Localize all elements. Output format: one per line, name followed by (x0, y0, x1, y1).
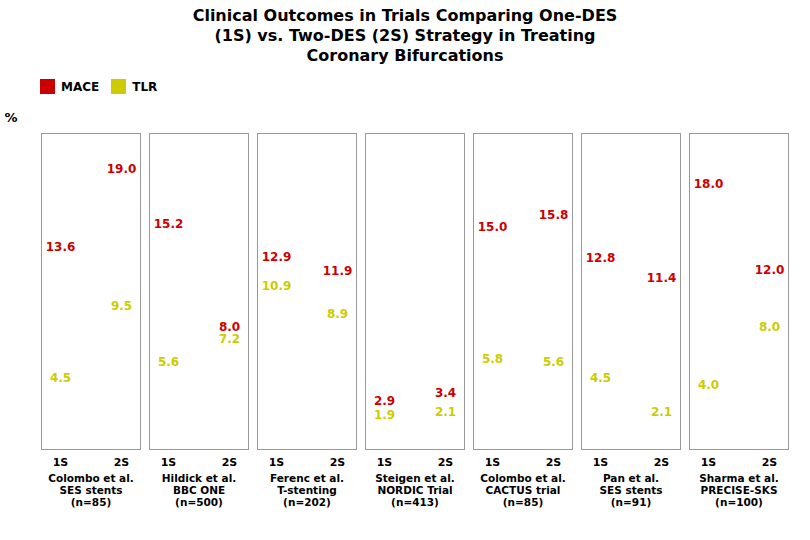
html-text:Coronary Bifurcations: Coronary Bifurcations (306, 46, 504, 65)
svg-text:12.8: 12.8 (586, 251, 616, 265)
svg-text:Pan et al.SES stents(n=91): Pan et al.SES stents(n=91) (599, 472, 662, 508)
svg-text:19.0: 19.0 (107, 162, 137, 176)
svg-text:Colombo et al.CACTUS trial(n=8: Colombo et al.CACTUS trial(n=85) (480, 472, 566, 508)
svg-text:2.9: 2.9 (374, 394, 395, 408)
svg-text:2S: 2S (762, 456, 778, 469)
svg-text:2S: 2S (654, 456, 670, 469)
svg-text:2S: 2S (330, 456, 346, 469)
html-text:Clinical Outcomes in Trials Co: Clinical Outcomes in Trials Comparing On… (192, 6, 618, 25)
svg-text:8.0: 8.0 (759, 320, 780, 334)
svg-text:9.5: 9.5 (111, 299, 132, 313)
svg-text:13.6: 13.6 (46, 240, 76, 254)
svg-text:2.1: 2.1 (651, 405, 672, 419)
svg-text:1S: 1S (269, 456, 285, 469)
svg-text:1S: 1S (161, 456, 177, 469)
svg-text:12.9: 12.9 (262, 250, 292, 264)
svg-text:2.1: 2.1 (435, 405, 456, 419)
svg-text:Ferenc et al.T-stenting(n=202): Ferenc et al.T-stenting(n=202) (270, 472, 344, 508)
svg-text:5.6: 5.6 (158, 355, 179, 369)
svg-text:%: % (5, 110, 18, 125)
svg-text:1S: 1S (701, 456, 717, 469)
svg-text:15.2: 15.2 (154, 217, 184, 231)
svg-text:12.0: 12.0 (755, 263, 785, 277)
svg-text:1S: 1S (377, 456, 393, 469)
svg-text:1S: 1S (53, 456, 69, 469)
svg-text:4.5: 4.5 (50, 371, 71, 385)
svg-text:8.0: 8.0 (218, 320, 241, 335)
svg-text:7.2: 7.2 (219, 332, 240, 346)
svg-text:11.9: 11.9 (323, 264, 353, 278)
svg-text:2S: 2S (546, 456, 562, 469)
svg-text:Hildick et al.BBC ONE(n=500): Hildick et al.BBC ONE(n=500) (162, 472, 236, 508)
svg-text:15.0: 15.0 (478, 220, 508, 234)
html-text:TLR: TLR (132, 79, 158, 94)
svg-text:4.5: 4.5 (590, 371, 611, 385)
svg-text:1.9: 1.9 (374, 408, 395, 422)
svg-text:2S: 2S (114, 456, 130, 469)
svg-text:2S: 2S (438, 456, 454, 469)
svg-text:5.6: 5.6 (543, 355, 564, 369)
html-text:(1S) vs. Two-DES (2S) Strategy: (1S) vs. Two-DES (2S) Strategy in Treati… (214, 26, 596, 45)
svg-text:4.0: 4.0 (698, 378, 719, 392)
svg-text:5.8: 5.8 (482, 352, 503, 366)
svg-text:Steigen et al.NORDIC Trial(n=4: Steigen et al.NORDIC Trial(n=413) (375, 472, 455, 508)
svg-text:11.4: 11.4 (647, 271, 677, 285)
html-text:MACE: MACE (61, 79, 100, 94)
svg-text:Colombo et al.SES stents(n=85): Colombo et al.SES stents(n=85) (48, 472, 134, 508)
svg-text:8.9: 8.9 (327, 307, 348, 321)
svg-text:1S: 1S (485, 456, 501, 469)
svg-text:3.4: 3.4 (435, 386, 456, 400)
svg-text:15.8: 15.8 (539, 208, 569, 222)
svg-text:Sharma et al.PRECISE-SKS(n=100: Sharma et al.PRECISE-SKS(n=100) (699, 472, 778, 508)
svg-text:1S: 1S (593, 456, 609, 469)
svg-text:2S: 2S (222, 456, 238, 469)
svg-text:10.9: 10.9 (262, 279, 292, 293)
svg-text:18.0: 18.0 (694, 177, 724, 191)
